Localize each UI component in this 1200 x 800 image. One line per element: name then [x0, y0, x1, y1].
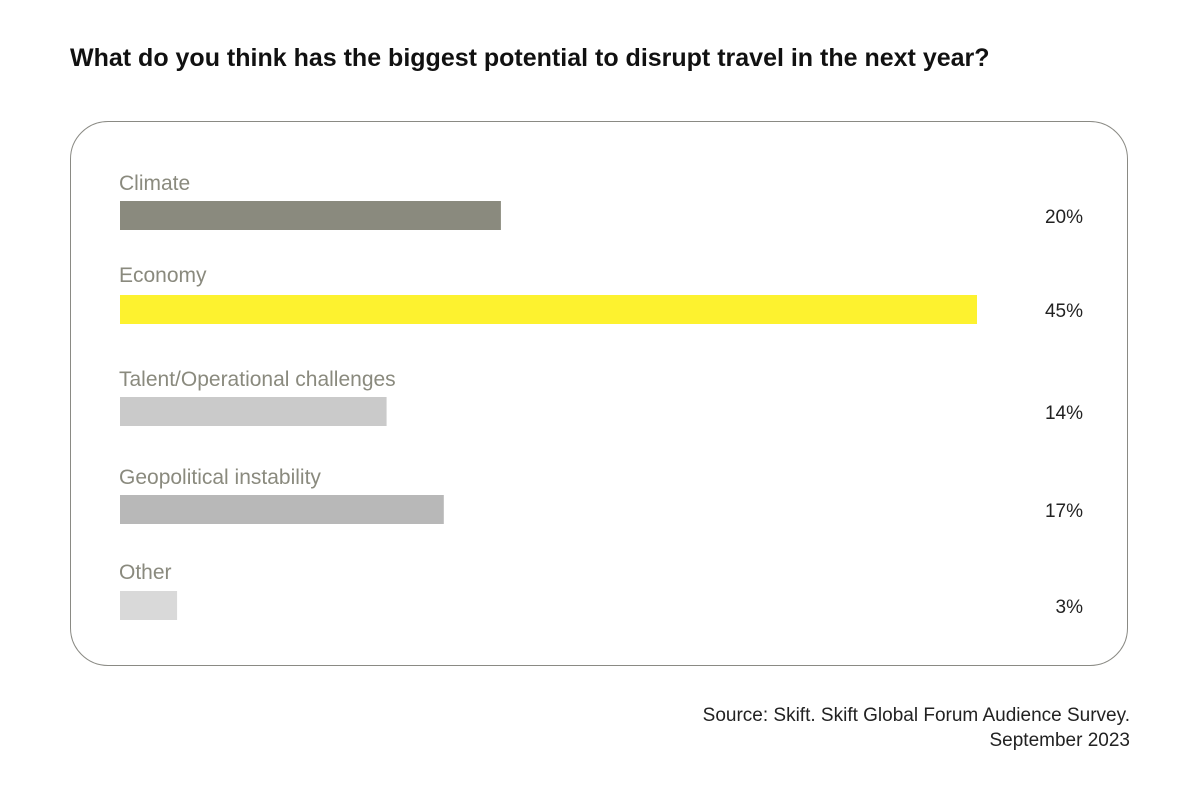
chart-title: What do you think has the biggest potent… [70, 44, 990, 72]
source-line-1: Source: Skift. Skift Global Forum Audien… [702, 705, 1130, 726]
bar-chart: Climate 20% Economy 45% Talent/Operational c… [119, 172, 1084, 620]
category-label-economy: Economy [119, 264, 207, 287]
value-label-climate: 20% [1045, 207, 1083, 228]
value-label-other: 3% [1056, 597, 1084, 618]
category-label-talent-operational-challenges: Talent/Operational challenges [119, 368, 396, 391]
category-label-other: Other [119, 561, 172, 584]
source-note: Source: Skift. Skift Global Forum Audien… [703, 703, 1130, 753]
bar-geopolitical-instability [120, 495, 444, 524]
value-label-economy: 45% [1045, 301, 1083, 322]
bar-talent-operational-challenges [120, 397, 387, 426]
bar-economy [120, 295, 977, 324]
value-label-geopolitical-instability: 17% [1045, 501, 1083, 522]
category-label-geopolitical-instability: Geopolitical instability [119, 466, 321, 489]
bar-climate [120, 201, 501, 230]
category-label-climate: Climate [119, 172, 190, 195]
source-date: September 2023 [989, 730, 1131, 751]
chart-panel: Climate 20% Economy 45% Talent/Operational c… [70, 121, 1128, 666]
value-label-talent-operational-challenges: 14% [1045, 403, 1083, 424]
bar-other [120, 591, 178, 620]
